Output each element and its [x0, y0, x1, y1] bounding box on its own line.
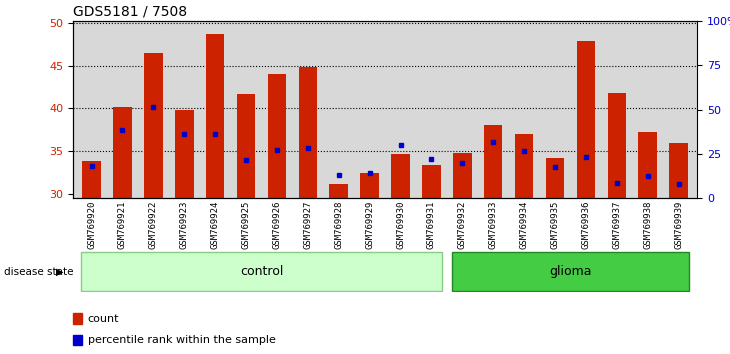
- Bar: [237, 94, 256, 198]
- Bar: [175, 110, 193, 198]
- Bar: [268, 74, 286, 198]
- Bar: [361, 173, 379, 198]
- Bar: [391, 154, 410, 198]
- Text: control: control: [239, 265, 283, 278]
- Bar: [329, 184, 348, 198]
- Bar: [453, 153, 472, 198]
- Bar: [299, 67, 317, 198]
- Bar: [546, 158, 564, 198]
- Bar: [206, 34, 224, 198]
- Bar: [577, 41, 595, 198]
- Bar: [484, 125, 502, 198]
- Text: ▶: ▶: [56, 267, 64, 277]
- Bar: [639, 132, 657, 198]
- Text: count: count: [88, 314, 119, 324]
- Bar: [82, 161, 101, 198]
- Text: GDS5181 / 7508: GDS5181 / 7508: [73, 5, 187, 19]
- Bar: [81, 252, 442, 291]
- Bar: [144, 53, 163, 198]
- Text: glioma: glioma: [549, 265, 592, 278]
- Text: percentile rank within the sample: percentile rank within the sample: [88, 335, 275, 345]
- Bar: [515, 134, 534, 198]
- Bar: [452, 252, 689, 291]
- Bar: [607, 93, 626, 198]
- Bar: [669, 143, 688, 198]
- Bar: [113, 107, 131, 198]
- Text: disease state: disease state: [4, 267, 73, 277]
- Bar: [422, 165, 441, 198]
